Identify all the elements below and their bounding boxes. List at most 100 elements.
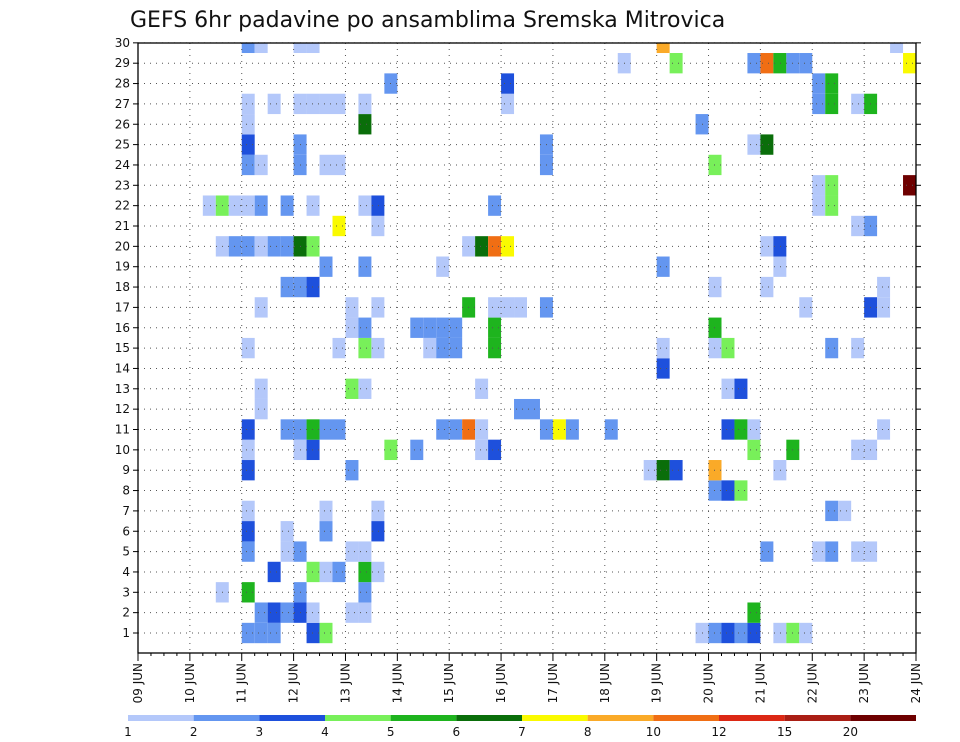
heatmap-cell	[202, 195, 216, 216]
heatmap-cell	[280, 602, 294, 623]
heatmap-cell	[812, 93, 826, 115]
legend-swatch	[850, 715, 916, 721]
y-tick-label: 2	[122, 606, 130, 620]
heatmap-cell	[475, 439, 489, 461]
y-tick-label: 5	[122, 545, 130, 559]
heatmap-cell	[319, 93, 333, 115]
chart-title: GEFS 6hr padavine po ansamblima Sremska …	[130, 8, 725, 33]
x-tick-label: 21 JUN	[753, 663, 767, 703]
legend-swatch	[193, 715, 260, 721]
legend-label: 3	[256, 725, 264, 739]
legend-label: 4	[321, 725, 329, 739]
y-tick-label: 21	[115, 219, 130, 233]
heatmap-cell	[825, 541, 839, 562]
y-tick-label: 10	[115, 443, 130, 457]
heatmap-cell	[747, 439, 761, 461]
heatmap-cell	[306, 195, 320, 216]
y-tick-label: 14	[115, 361, 130, 375]
x-tick-label: 13 JUN	[338, 663, 352, 703]
heatmap-cell	[423, 317, 437, 338]
heatmap-cell	[721, 337, 735, 359]
heatmap-cell	[254, 398, 268, 420]
heatmap-cell	[773, 460, 787, 481]
heatmap-cell	[708, 337, 722, 359]
y-tick-label: 28	[115, 77, 130, 91]
heatmap-cell	[293, 43, 307, 54]
heatmap-cell	[825, 175, 839, 196]
heatmap-cell	[410, 439, 424, 461]
heatmap-cell	[656, 256, 670, 277]
heatmap-cell	[656, 460, 670, 481]
heatmap-cell	[332, 419, 346, 440]
heatmap-cell	[358, 582, 372, 603]
heatmap-cell	[449, 317, 463, 338]
heatmap-cell	[254, 622, 268, 644]
y-tick-label: 18	[115, 280, 130, 294]
heatmap-cell	[306, 236, 320, 257]
legend-label: 8	[584, 725, 592, 739]
heatmap-cell	[358, 256, 372, 277]
heatmap-cell	[241, 521, 255, 542]
heatmap-cell	[267, 602, 281, 623]
heatmap-cell	[488, 337, 502, 359]
legend-swatch	[325, 715, 391, 721]
heatmap-cell	[345, 541, 359, 562]
heatmap-cell	[604, 419, 618, 440]
y-tick-label: 25	[115, 138, 130, 152]
heatmap-cell	[825, 93, 839, 115]
heatmap-cell	[332, 561, 346, 583]
legend-swatch	[128, 715, 194, 721]
heatmap-cell	[306, 419, 320, 440]
heatmap-cell	[241, 541, 255, 562]
y-tick-label: 22	[115, 199, 130, 213]
heatmap-cell	[306, 561, 320, 583]
heatmap-cell	[877, 419, 891, 440]
heatmap-cell	[358, 602, 372, 623]
heatmap-cell	[254, 297, 268, 318]
heatmap-cell	[306, 602, 320, 623]
heatmap-cell	[851, 93, 865, 115]
heatmap-cell	[773, 53, 787, 74]
heatmap-cell	[267, 93, 281, 115]
legend-label: 2	[190, 725, 198, 739]
x-tick-label: 16 JUN	[494, 663, 508, 703]
heatmap-cell	[358, 561, 372, 583]
heatmap-cell	[306, 276, 320, 298]
heatmap-cell	[825, 500, 839, 522]
heatmap-cell	[903, 175, 916, 196]
y-tick-label: 4	[122, 565, 130, 579]
heatmap-cell	[851, 439, 865, 461]
heatmap-cell	[488, 317, 502, 338]
heatmap-cell	[488, 236, 502, 257]
heatmap-cell	[345, 297, 359, 318]
y-tick-label: 12	[115, 402, 130, 416]
heatmap-cell	[358, 337, 372, 359]
heatmap-cell	[410, 317, 424, 338]
x-tick-label: 19 JUN	[650, 663, 664, 703]
heatmap-cell	[254, 195, 268, 216]
heatmap-cell	[708, 460, 722, 481]
heatmap-cell	[488, 297, 502, 318]
heatmap-cell	[747, 134, 761, 155]
heatmap-cell	[241, 134, 255, 155]
heatmap-cell	[254, 154, 268, 176]
heatmap-cell	[306, 93, 320, 115]
heatmap-cell	[838, 500, 852, 522]
heatmap-cell	[501, 93, 515, 115]
x-tick-label: 17 JUN	[546, 663, 560, 703]
legend-swatch	[390, 715, 457, 721]
heatmap-cell	[332, 337, 346, 359]
heatmap-cell	[799, 297, 813, 318]
heatmap-cell	[734, 378, 748, 399]
grid-layer	[138, 42, 916, 653]
legend-label: 7	[518, 725, 526, 739]
heatmap-cell	[643, 460, 657, 481]
heatmap-cell	[371, 215, 385, 237]
heatmap-cell	[241, 460, 255, 481]
heatmap-cell	[254, 378, 268, 399]
y-tick-label: 20	[115, 239, 130, 253]
heatmap-cell	[319, 154, 333, 176]
heatmap-cell	[228, 236, 242, 257]
heatmap-cell	[669, 460, 683, 481]
y-tick-label: 9	[122, 463, 130, 477]
